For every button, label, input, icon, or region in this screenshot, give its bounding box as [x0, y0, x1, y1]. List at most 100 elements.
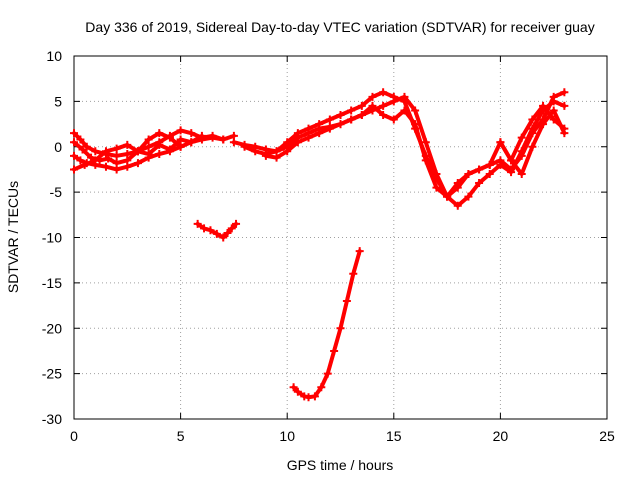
data-point: [342, 297, 351, 306]
data-point: [206, 226, 215, 235]
data-point: [528, 142, 537, 151]
data-point: [336, 324, 345, 333]
data-point: [304, 133, 313, 142]
data-point: [464, 169, 473, 178]
data-point: [200, 224, 209, 233]
data-point: [453, 201, 462, 210]
data-point: [76, 135, 85, 144]
data-point: [223, 228, 232, 237]
x-axis-label: GPS time / hours: [287, 457, 394, 473]
y-tick-label: 5: [54, 93, 62, 109]
y-tick-label: -30: [42, 411, 62, 427]
data-point: [187, 138, 196, 147]
data-point: [357, 110, 366, 119]
data-point: [421, 138, 430, 147]
data-point: [323, 369, 332, 378]
data-point: [144, 150, 153, 159]
y-axis-label: SDTVAR / TECUs: [5, 181, 21, 293]
data-points: [70, 88, 569, 402]
y-axis-tick-labels: -30 -25 -20 -15 -10 -5 0 5 10: [42, 48, 62, 427]
x-tick-label: 10: [279, 428, 295, 444]
data-point: [347, 115, 356, 124]
data-point: [517, 133, 526, 142]
data-point: [389, 115, 398, 124]
y-tick-label: -10: [42, 230, 62, 246]
data-point: [349, 269, 358, 278]
data-point: [293, 138, 302, 147]
data-point: [101, 147, 110, 156]
chart-title: Day 336 of 2019, Sidereal Day-to-day VTE…: [85, 19, 594, 35]
data-point: [539, 120, 548, 129]
x-tick-label: 20: [493, 428, 509, 444]
data-point: [368, 101, 377, 110]
data-point: [144, 142, 153, 151]
data-point: [549, 97, 558, 106]
series-track-8: [496, 106, 569, 178]
data-point: [475, 179, 484, 188]
data-point: [485, 160, 494, 169]
data-point: [155, 140, 164, 149]
data-point: [176, 126, 185, 135]
data-point: [70, 151, 78, 160]
data-point: [443, 192, 452, 201]
data-point: [78, 145, 87, 154]
data-point: [315, 129, 324, 138]
axis-ticks: [73, 55, 608, 420]
data-point: [165, 133, 174, 142]
data-point: [539, 101, 548, 110]
data-point: [165, 145, 174, 154]
data-point: [82, 142, 91, 151]
data-point: [91, 156, 100, 165]
data-point: [389, 97, 398, 106]
data-point: [193, 219, 202, 228]
data-point: [357, 101, 366, 110]
data-point: [317, 383, 326, 392]
data-point: [432, 169, 441, 178]
data-point: [293, 387, 302, 396]
data-point: [421, 156, 430, 165]
data-point: [133, 147, 142, 156]
x-tick-label: 25: [599, 428, 615, 444]
y-tick-label: -5: [50, 184, 63, 200]
data-point: [517, 169, 526, 178]
data-point: [212, 229, 221, 238]
data-point: [91, 147, 100, 156]
data-point: [227, 224, 236, 233]
y-tick-label: -20: [42, 320, 62, 336]
data-point: [70, 165, 78, 174]
x-tick-label: 5: [177, 428, 185, 444]
data-point: [496, 138, 505, 147]
data-point: [76, 156, 85, 165]
data-point: [261, 151, 270, 160]
series-track-7: [261, 101, 569, 201]
data-point: [432, 183, 441, 192]
data-point: [379, 101, 388, 110]
y-tick-label: 0: [54, 139, 62, 155]
data-point: [379, 110, 388, 119]
data-point: [123, 156, 132, 165]
data-point: [411, 106, 420, 115]
series-segment-a: [193, 219, 241, 242]
data-point: [104, 154, 113, 163]
data-point: [411, 120, 420, 129]
data-point: [453, 179, 462, 188]
data-point: [507, 156, 516, 165]
data-point: [155, 129, 164, 138]
data-point: [496, 160, 505, 169]
data-point: [251, 147, 260, 156]
data-point: [80, 160, 89, 169]
data-point: [549, 106, 558, 115]
plot-frame: [73, 55, 608, 420]
data-point: [101, 162, 110, 171]
data-point: [485, 169, 494, 178]
y-tick-label: -25: [42, 366, 62, 382]
x-axis-tick-labels: 0 5 10 15 20 25: [70, 428, 615, 444]
data-point: [112, 144, 121, 153]
data-point: [229, 138, 238, 147]
data-point: [528, 124, 537, 133]
data-point: [112, 159, 121, 168]
data-point: [325, 124, 334, 133]
data-point: [355, 247, 364, 256]
data-point: [123, 140, 132, 149]
